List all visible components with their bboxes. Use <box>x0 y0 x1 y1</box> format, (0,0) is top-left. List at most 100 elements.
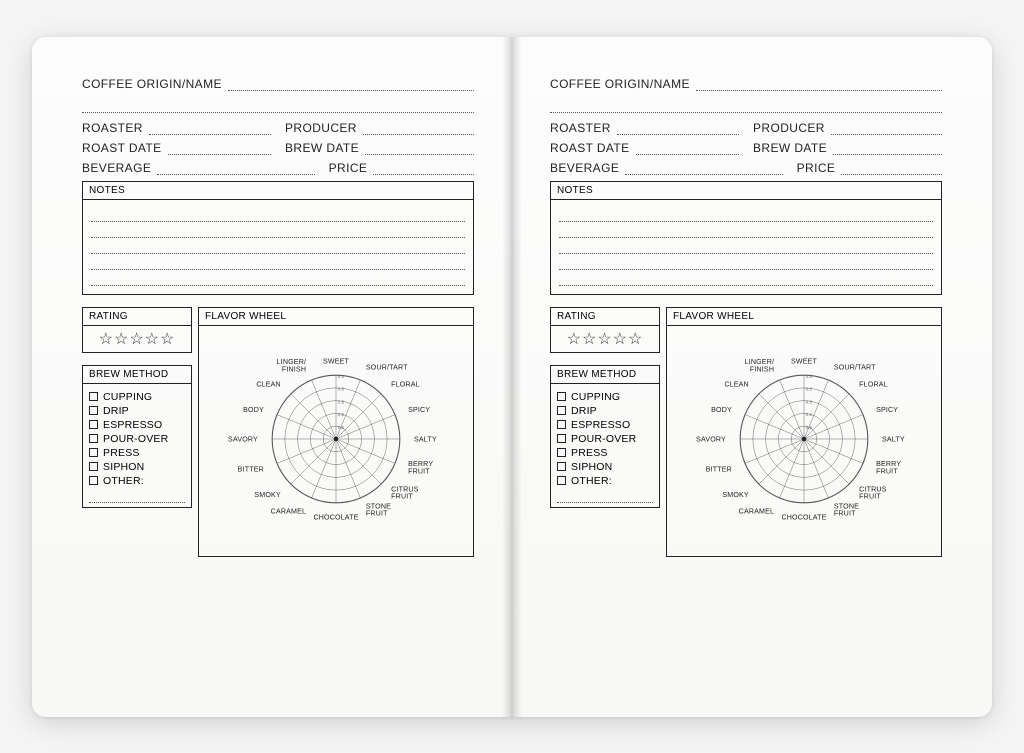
brew-method-item[interactable]: SIPHON <box>557 461 653 473</box>
rating-star[interactable]: ☆ <box>145 329 160 349</box>
beverage-line[interactable] <box>625 163 782 175</box>
brew-method-title: BREW METHOD <box>551 366 659 384</box>
checkbox-icon[interactable] <box>557 392 566 401</box>
left-page: COFFEE ORIGIN/NAMEROASTERPRODUCERROAST D… <box>32 37 512 717</box>
notes-title: NOTES <box>551 182 941 200</box>
brew-method-item[interactable]: OTHER: <box>89 475 185 487</box>
note-line[interactable] <box>91 238 465 254</box>
flavor-wheel-chart: 0.50.50.50.50.5SWEETSOUR/TARTFLORALSPICY… <box>671 330 937 548</box>
svg-text:0.5: 0.5 <box>338 424 345 429</box>
flavor-wheel-box: FLAVOR WHEEL 0.50.50.50.50.5SWEETSOUR/TAR… <box>198 307 474 557</box>
brew-method-item[interactable]: SIPHON <box>89 461 185 473</box>
notebook-spread: COFFEE ORIGIN/NAMEROASTERPRODUCERROAST D… <box>32 37 992 717</box>
brew-method-item[interactable]: OTHER: <box>557 475 653 487</box>
price-label: PRICE <box>797 161 836 175</box>
brew-method-item[interactable]: ESPRESSO <box>89 419 185 431</box>
checkbox-icon[interactable] <box>89 448 98 457</box>
rating-star[interactable]: ☆ <box>129 329 144 349</box>
brew-method-label: SIPHON <box>103 461 144 473</box>
beverage-line[interactable] <box>157 163 314 175</box>
svg-text:BODY: BODY <box>711 405 732 413</box>
note-line[interactable] <box>91 222 465 238</box>
origin-label: COFFEE ORIGIN/NAME <box>550 77 690 91</box>
rating-star[interactable]: ☆ <box>628 329 643 349</box>
flavor-wheel-box: FLAVOR WHEEL0.50.50.50.50.5SWEETSOUR/TAR… <box>666 307 942 557</box>
svg-text:CLEAN: CLEAN <box>724 380 749 388</box>
producer-line[interactable] <box>363 123 474 135</box>
origin-line-2[interactable] <box>550 97 942 113</box>
checkbox-icon[interactable] <box>557 476 566 485</box>
checkbox-icon[interactable] <box>557 462 566 471</box>
checkbox-icon[interactable] <box>557 448 566 457</box>
checkbox-icon[interactable] <box>557 406 566 415</box>
checkbox-icon[interactable] <box>89 392 98 401</box>
brew-method-item[interactable]: ESPRESSO <box>557 419 653 431</box>
note-line[interactable] <box>91 270 465 286</box>
checkbox-icon[interactable] <box>557 434 566 443</box>
note-line[interactable] <box>559 254 933 270</box>
svg-text:STONEFRUIT: STONEFRUIT <box>366 502 391 517</box>
rating-star[interactable]: ☆ <box>582 329 597 349</box>
svg-text:SPICY: SPICY <box>876 405 898 413</box>
notes-box: NOTES <box>550 181 942 295</box>
note-line[interactable] <box>91 254 465 270</box>
brew-method-label: DRIP <box>571 405 597 417</box>
producer-line[interactable] <box>831 123 942 135</box>
brew-other-line[interactable] <box>557 491 653 503</box>
roaster-line[interactable] <box>617 123 739 135</box>
notes-box: NOTES <box>82 181 474 295</box>
price-line[interactable] <box>841 163 942 175</box>
svg-text:SAVORY: SAVORY <box>228 435 258 443</box>
beverage-label: BEVERAGE <box>550 161 619 175</box>
checkbox-icon[interactable] <box>89 406 98 415</box>
checkbox-icon[interactable] <box>557 420 566 429</box>
brew-method-item[interactable]: PRESS <box>89 447 185 459</box>
brew-date-line[interactable] <box>833 143 942 155</box>
rating-star[interactable]: ☆ <box>99 329 114 349</box>
checkbox-icon[interactable] <box>89 420 98 429</box>
note-line[interactable] <box>559 270 933 286</box>
rating-star[interactable]: ☆ <box>613 329 628 349</box>
rating-star[interactable]: ☆ <box>597 329 612 349</box>
brew-method-box: BREW METHOD CUPPING DRIP ESPRESSO POUR-OVER P… <box>550 365 660 508</box>
checkbox-icon[interactable] <box>89 434 98 443</box>
brew-method-item[interactable]: POUR-OVER <box>557 433 653 445</box>
brew-method-item[interactable]: CUPPING <box>89 391 185 403</box>
roast-date-line[interactable] <box>168 143 271 155</box>
brew-method-label: ESPRESSO <box>571 419 630 431</box>
roaster-label: ROASTER <box>550 121 611 135</box>
origin-label: COFFEE ORIGIN/NAME <box>82 77 222 91</box>
rating-star[interactable]: ☆ <box>160 329 175 349</box>
rating-star[interactable]: ☆ <box>567 329 582 349</box>
brew-method-item[interactable]: POUR-OVER <box>89 433 185 445</box>
roast-date-label: ROAST DATE <box>82 141 162 155</box>
flavor-wheel-chart: 0.50.50.50.50.5SWEETSOUR/TARTFLORALSPICY… <box>203 330 469 548</box>
origin-line-2[interactable] <box>82 97 474 113</box>
price-line[interactable] <box>373 163 474 175</box>
notes-title: NOTES <box>83 182 473 200</box>
brew-method-label: OTHER: <box>571 475 612 487</box>
svg-text:SOUR/TART: SOUR/TART <box>366 363 408 371</box>
flavor-wheel-title: FLAVOR WHEEL <box>199 308 473 326</box>
brew-method-item[interactable]: PRESS <box>557 447 653 459</box>
svg-text:LINGER/FINISH: LINGER/FINISH <box>745 358 775 373</box>
brew-date-line[interactable] <box>365 143 474 155</box>
origin-line[interactable] <box>228 79 474 91</box>
rating-star[interactable]: ☆ <box>114 329 129 349</box>
brew-method-item[interactable]: DRIP <box>557 405 653 417</box>
right-page: COFFEE ORIGIN/NAMEROASTERPRODUCERROAST D… <box>512 37 992 717</box>
note-line[interactable] <box>559 222 933 238</box>
checkbox-icon[interactable] <box>89 476 98 485</box>
checkbox-icon[interactable] <box>89 462 98 471</box>
brew-method-item[interactable]: CUPPING <box>557 391 653 403</box>
beverage-label: BEVERAGE <box>82 161 151 175</box>
roast-date-line[interactable] <box>636 143 739 155</box>
brew-other-line[interactable] <box>89 491 185 503</box>
roaster-line[interactable] <box>149 123 271 135</box>
brew-method-item[interactable]: DRIP <box>89 405 185 417</box>
note-line[interactable] <box>559 238 933 254</box>
svg-text:BITTER: BITTER <box>238 465 264 473</box>
origin-line[interactable] <box>696 79 942 91</box>
note-line[interactable] <box>559 206 933 222</box>
note-line[interactable] <box>91 206 465 222</box>
